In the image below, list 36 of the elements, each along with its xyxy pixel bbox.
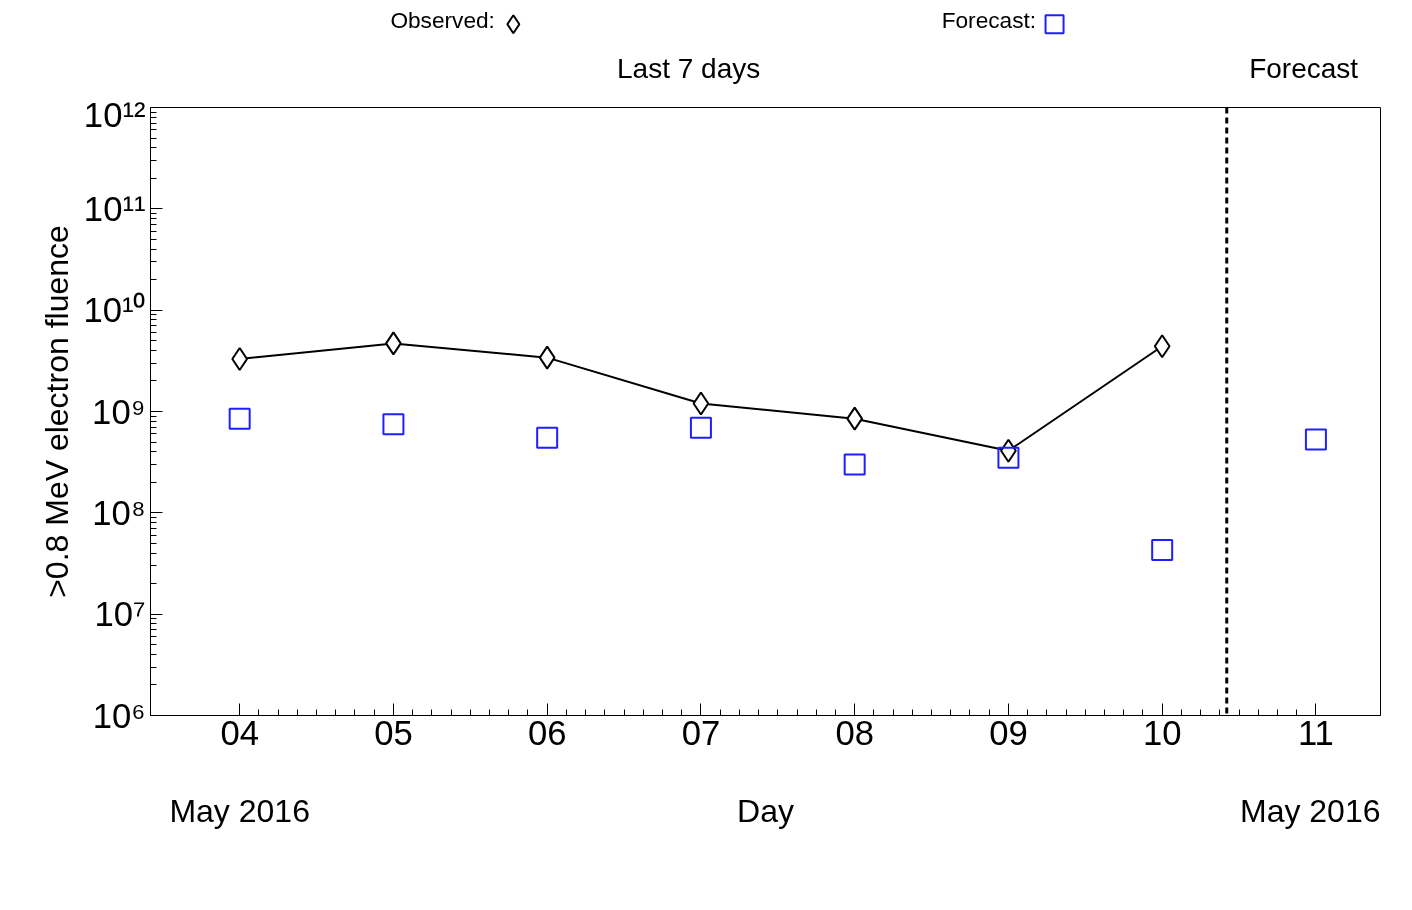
point — [846, 406, 864, 431]
legend-label: Forecast: — [941, 6, 1037, 33]
x-tick-label: 10 — [1142, 713, 1182, 752]
x-tick-label: 11 — [1297, 713, 1334, 752]
y-axis-title: >0.8 MeV electron fluence — [39, 225, 76, 598]
y-tick-label: 10¹¹ — [83, 189, 146, 228]
point — [538, 345, 556, 370]
point — [536, 426, 559, 449]
x-tick-label: 06 — [527, 713, 567, 752]
text: May 2016 — [1239, 792, 1381, 829]
ref-line-label: Forecast — [1249, 53, 1359, 85]
text: Last 7 days — [617, 53, 761, 85]
x-axis-title: Day — [737, 792, 794, 829]
text: May 2016 — [169, 792, 310, 829]
point — [692, 391, 710, 416]
y-tick-label: 10⁷ — [94, 595, 146, 634]
point — [228, 407, 251, 430]
x-tick-label: 05 — [374, 713, 413, 752]
point — [997, 446, 1020, 469]
x-tick-label: 04 — [220, 713, 259, 752]
point — [1151, 538, 1174, 561]
y-tick-label: 10⁹ — [92, 392, 146, 431]
x-tick-label: 07 — [681, 713, 721, 752]
point — [689, 416, 712, 439]
x-tick-label: 08 — [835, 713, 874, 752]
x-tick-label: 09 — [989, 713, 1028, 752]
point — [1153, 334, 1171, 359]
point — [1304, 428, 1327, 451]
point — [382, 413, 405, 436]
y-tick-label: 10⁶ — [92, 696, 146, 735]
y-tick-label: 10¹⁰ — [83, 291, 146, 330]
point — [843, 453, 866, 476]
y-tick-label: 10¹² — [83, 95, 146, 134]
legend-label: Observed: — [390, 6, 495, 33]
y-tick-label: 10⁸ — [92, 493, 146, 532]
point — [231, 346, 249, 371]
